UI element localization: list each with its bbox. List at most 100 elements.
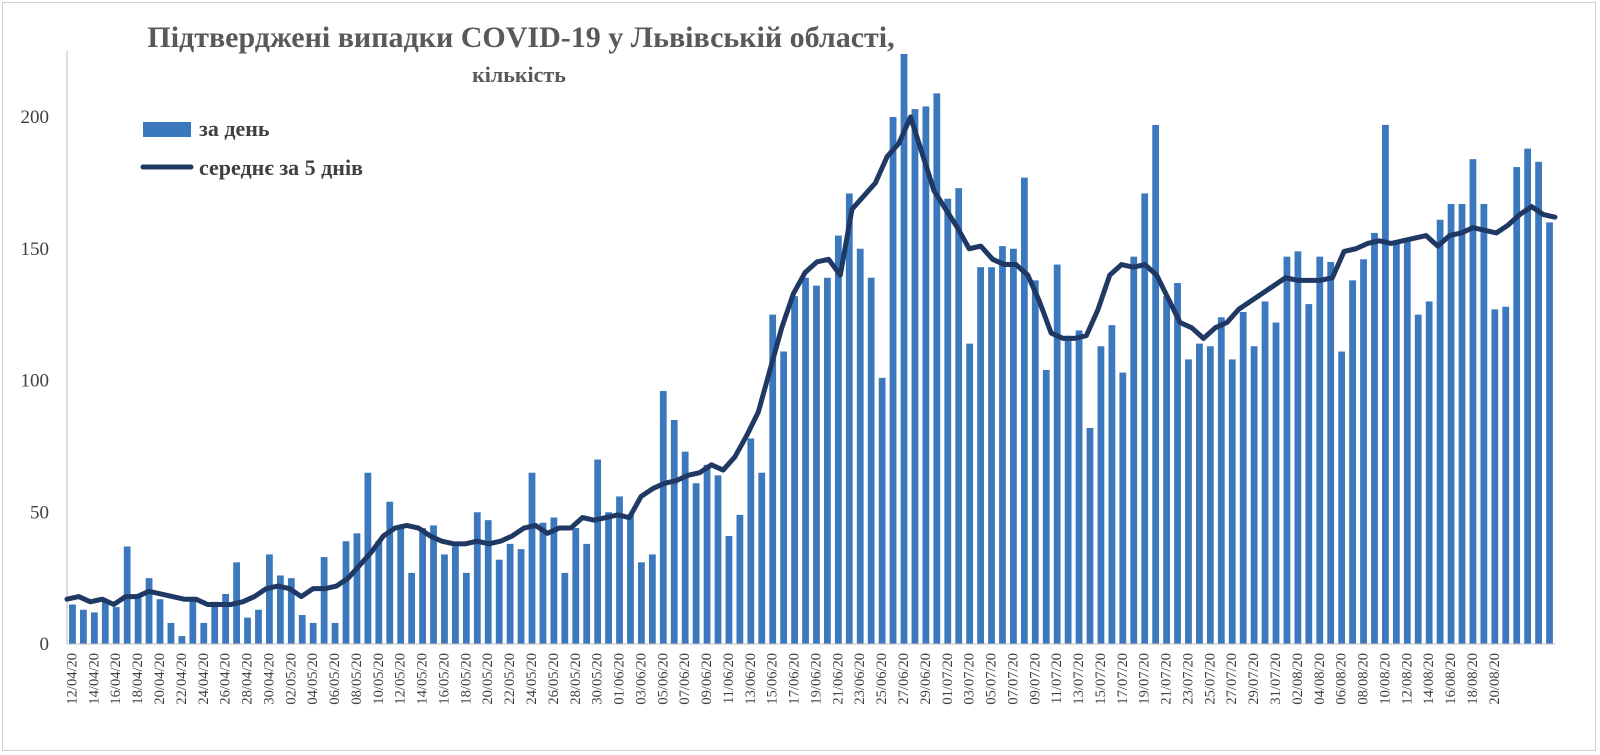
bar-daily (1316, 256, 1324, 644)
bar-daily (276, 575, 284, 644)
x-tick-label: 17/07/20 (1115, 653, 1131, 705)
bar-daily (988, 267, 995, 644)
bar-daily (594, 459, 602, 644)
bar-daily (911, 109, 919, 645)
bar-daily (955, 188, 963, 644)
bar-daily (156, 599, 164, 644)
bar-daily (375, 541, 383, 644)
bar-daily (1469, 159, 1477, 644)
y-tick-label: 100 (21, 371, 50, 392)
x-tick-label: 29/06/20 (918, 653, 934, 705)
bar-daily (1108, 325, 1116, 644)
x-tick-label: 24/05/20 (524, 653, 540, 705)
bar-daily (605, 512, 612, 644)
legend-bar-label: за день (199, 116, 270, 141)
x-tick-label: 18/04/20 (130, 653, 146, 705)
x-tick-label: 01/06/20 (612, 653, 628, 705)
bar-daily (1031, 280, 1039, 644)
chart-svg: 12/04/20 14/04/20 16/04/20 18/04/20 20/04/20… (21, 21, 1558, 705)
bar-daily (244, 617, 251, 644)
bar-daily (1392, 243, 1400, 645)
bar-daily (1152, 124, 1160, 644)
x-tick-label: 06/05/20 (327, 653, 343, 705)
x-tick-label: 05/06/20 (655, 653, 671, 705)
bar-daily (189, 599, 197, 644)
x-tick-label: 26/04/20 (218, 653, 234, 705)
x-tick-label: 16/08/20 (1443, 653, 1459, 705)
bars-layer (69, 54, 1553, 645)
bar-daily (539, 522, 547, 644)
x-tick-label: 16/04/20 (108, 653, 124, 705)
x-tick-label: 22/05/20 (502, 653, 518, 705)
x-tick-label: 10/08/20 (1377, 653, 1393, 705)
bar-daily (69, 604, 76, 644)
x-tick-label: 30/05/20 (590, 653, 606, 705)
bar-daily (856, 248, 864, 644)
bar-daily (1086, 427, 1094, 644)
bar-daily (441, 554, 448, 644)
x-tick-label: 28/05/20 (568, 653, 584, 705)
bar-daily (802, 277, 809, 644)
x-tick-label: 14/08/20 (1421, 653, 1437, 705)
bar-daily (90, 612, 98, 644)
x-tick-label: 09/07/20 (1027, 653, 1043, 705)
x-tick-label: 22/04/20 (174, 653, 190, 705)
bar-daily (1513, 167, 1521, 644)
legend-line-label: середнє за 5 днів (199, 155, 363, 180)
bar-daily (462, 572, 470, 644)
bar-daily (1130, 256, 1138, 644)
bar-daily (1141, 193, 1149, 645)
y-tick-label: 150 (21, 239, 50, 260)
x-tick-label: 20/05/20 (480, 653, 496, 705)
x-tick-label: 08/08/20 (1356, 653, 1372, 705)
bar-daily (813, 285, 820, 644)
bar-daily (1010, 248, 1017, 644)
bar-daily (484, 520, 492, 644)
x-tick-label: 14/05/20 (415, 653, 431, 705)
bar-daily (824, 277, 831, 644)
bar-daily (353, 533, 361, 644)
line-layer (64, 114, 1558, 607)
x-tick-label: 28/04/20 (240, 653, 256, 705)
axis-layer (66, 51, 1555, 645)
bar-daily (999, 246, 1006, 644)
x-tick-label: 26/05/20 (546, 653, 562, 705)
y-tick-labels: 0 50 100 150 200 (21, 107, 50, 655)
bar-daily (692, 483, 700, 644)
bar-daily (298, 615, 306, 644)
x-tick-label: 21/07/20 (1159, 653, 1175, 705)
bar-daily (211, 601, 219, 644)
bar-daily (1480, 203, 1488, 644)
x-tick-label: 06/08/20 (1334, 653, 1350, 705)
x-tick-label: 08/05/20 (349, 653, 365, 705)
bar-daily (517, 549, 525, 644)
bar-daily (681, 451, 689, 644)
bar-daily (167, 622, 175, 644)
bar-daily (1458, 203, 1466, 644)
x-tick-label: 05/07/20 (984, 653, 1000, 705)
x-tick-label: 02/08/20 (1290, 653, 1306, 705)
bar-daily (703, 464, 711, 644)
bar-daily (1436, 219, 1444, 644)
bar-daily (747, 438, 755, 644)
x-tick-label: 23/07/20 (1180, 653, 1196, 705)
bar-daily (255, 609, 262, 644)
x-tick-labels: 12/04/20 14/04/20 16/04/20 18/04/20 20/04/20… (64, 653, 1502, 705)
bar-daily (736, 514, 744, 644)
bar-daily (1371, 232, 1378, 644)
x-tick-label: 04/08/20 (1312, 653, 1328, 705)
bar-daily (506, 543, 514, 644)
bar-daily (1163, 296, 1170, 644)
x-tick-label: 02/05/20 (283, 653, 299, 705)
bar-daily (1491, 309, 1499, 644)
x-tick-label: 13/06/20 (743, 653, 759, 705)
bar-daily (561, 572, 569, 644)
x-tick-label: 17/06/20 (787, 653, 803, 705)
bar-daily (1020, 177, 1028, 645)
bar-daily (900, 54, 908, 644)
bar-daily (1546, 222, 1553, 644)
bar-daily (266, 554, 273, 644)
x-tick-label: 10/05/20 (371, 653, 387, 705)
bar-daily (397, 525, 405, 644)
